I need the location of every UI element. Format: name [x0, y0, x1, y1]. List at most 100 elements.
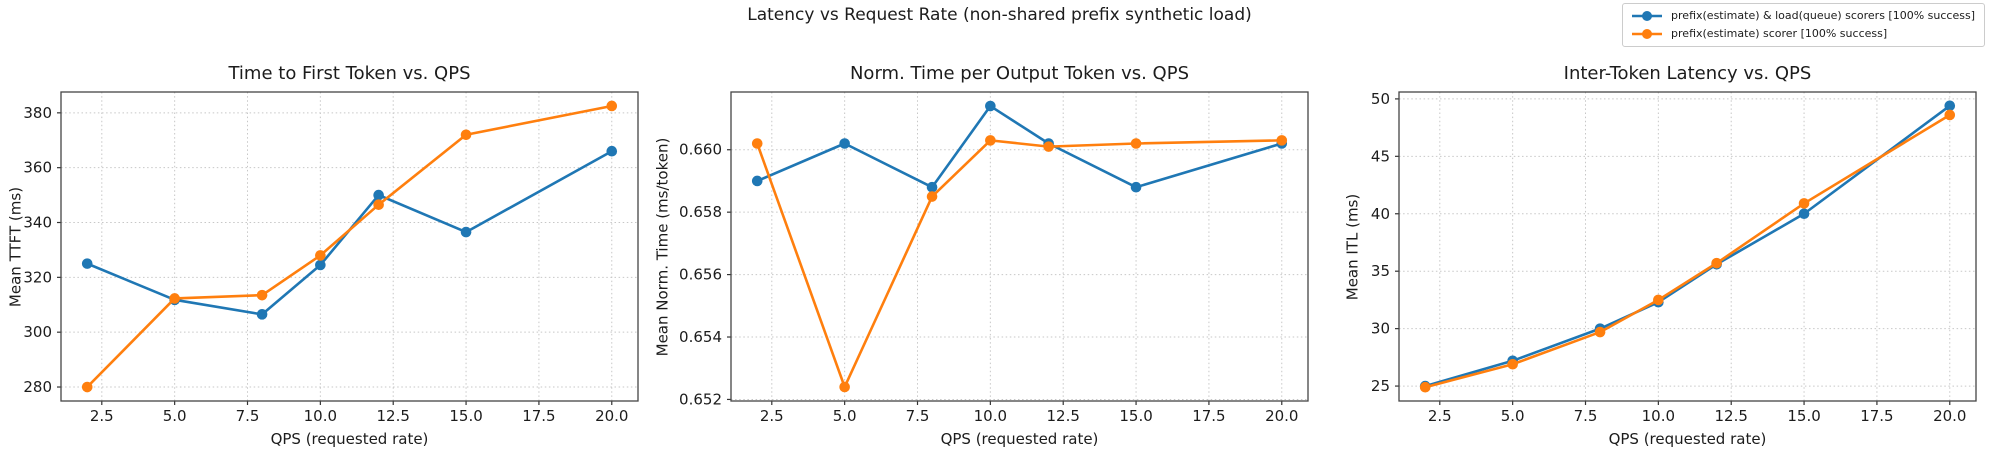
y-tick-label: 50 — [1371, 90, 1390, 108]
data-point-marker — [1130, 181, 1142, 193]
data-point-marker — [1798, 198, 1810, 209]
legend-entry: prefix(estimate) scorer [100% success] — [1630, 25, 1975, 42]
x-tick-label: 15.0 — [449, 407, 482, 425]
chart-title: Norm. Time per Output Token vs. QPS — [849, 63, 1190, 84]
x-tick-label: 10.0 — [304, 407, 337, 425]
x-tick-label: 5.0 — [163, 407, 187, 425]
plot-background — [731, 92, 1308, 401]
x-tick-label: 15.0 — [1119, 407, 1152, 425]
data-point-marker — [985, 135, 996, 146]
y-tick-label: 25 — [1371, 377, 1390, 395]
data-point-marker — [751, 138, 763, 149]
data-point-marker — [373, 199, 384, 210]
data-point-marker — [256, 289, 268, 301]
x-tick-label: 17.5 — [1192, 407, 1225, 425]
plot-border — [730, 91, 1309, 402]
data-point-marker — [1130, 138, 1142, 149]
x-tick-label: 12.5 — [1715, 407, 1748, 425]
figure-title: Latency vs Request Rate (non-shared pref… — [747, 5, 1252, 25]
data-point-marker — [606, 145, 618, 157]
x-axis-label: QPS (requested rate) — [1608, 430, 1767, 448]
plot-background — [61, 92, 638, 401]
x-tick-label: 7.5 — [236, 407, 260, 425]
x-tick-label: 17.5 — [522, 407, 555, 425]
ntpot-plot-area: 2.5 5.0 7.5 10.0 12.5 15.0 17.5 20.0 0.652 0.654 0… — [679, 91, 1309, 425]
x-tick-label: 2.5 — [760, 407, 784, 425]
x-tick-label: 7.5 — [1574, 407, 1598, 425]
y-tick-label: 300 — [23, 323, 52, 341]
x-axis-label: QPS (requested rate) — [940, 430, 1099, 448]
itl-plot-area: 2.5 5.0 7.5 10.0 12.5 15.0 17.5 20.0 25 30 35 40 45 5… — [1371, 90, 1977, 425]
y-axis-label: Mean Norm. Time (ms/token) — [653, 137, 672, 357]
y-tick-label: 340 — [23, 214, 52, 232]
chart-itl-vs-qps: Inter-Token Latency vs. QPS Mean ITL (ms… — [1338, 50, 1998, 458]
data-point-marker — [256, 309, 268, 320]
plot-border — [60, 91, 639, 402]
y-tick-label: 0.658 — [679, 203, 722, 221]
data-point-marker — [460, 226, 472, 238]
ttft-plot-area: 2.5 5.0 7.5 10.0 12.5 15.0 17.5 20.0 280 300 320 34… — [23, 91, 639, 425]
y-axis-label: Mean ITL (ms) — [1343, 193, 1362, 301]
data-point-marker — [1798, 208, 1810, 220]
data-point-marker — [606, 100, 618, 112]
x-tick-label: 20.0 — [595, 407, 628, 425]
chart-ntpot-vs-qps: Norm. Time per Output Token vs. QPS Mean… — [654, 50, 1330, 458]
x-tick-label: 5.0 — [833, 407, 857, 425]
x-axis-label: QPS (requested rate) — [270, 430, 429, 448]
data-point-marker — [926, 191, 938, 202]
x-tick-label: 15.0 — [1787, 407, 1820, 425]
y-tick-label: 0.656 — [679, 266, 722, 284]
y-tick-label: 0.660 — [679, 141, 722, 159]
x-tick-label: 12.5 — [1047, 407, 1080, 425]
x-tick-label: 5.0 — [1501, 407, 1525, 425]
y-tick-label: 0.654 — [679, 328, 722, 346]
data-point-marker — [1419, 381, 1431, 393]
data-point-marker — [315, 259, 326, 271]
data-point-marker — [81, 381, 93, 393]
data-point-marker — [751, 175, 763, 187]
y-tick-label: 45 — [1371, 147, 1390, 165]
chart-title: Inter-Token Latency vs. QPS — [1563, 63, 1812, 84]
chart-ttft-vs-qps: Time to First Token vs. QPS Mean TTFT (m… — [0, 50, 660, 458]
x-tick-label: 10.0 — [974, 407, 1007, 425]
data-point-marker — [1944, 109, 1956, 121]
data-point-marker — [1944, 100, 1956, 112]
x-tick-label: 12.5 — [377, 407, 410, 425]
chart-title: Time to First Token vs. QPS — [228, 63, 471, 84]
x-tick-label: 7.5 — [906, 407, 930, 425]
data-point-marker — [985, 100, 996, 112]
y-tick-label: 320 — [23, 268, 52, 286]
y-tick-label: 35 — [1371, 262, 1390, 280]
x-tick-label: 20.0 — [1933, 407, 1966, 425]
data-point-marker — [839, 138, 850, 149]
data-point-marker — [1276, 135, 1288, 146]
legend-line-marker-icon — [1632, 10, 1663, 21]
y-axis-label: Mean TTFT (ms) — [6, 186, 25, 308]
y-tick-label: 280 — [23, 378, 52, 396]
x-tick-label: 2.5 — [90, 407, 114, 425]
data-point-marker — [839, 381, 850, 393]
legend-entry-label: prefix(estimate) scorer [100% success] — [1671, 27, 1888, 40]
legend: prefix(estimate) & load(queue) scorers [… — [1622, 3, 1985, 47]
y-tick-label: 380 — [23, 104, 52, 122]
data-point-marker — [169, 293, 180, 304]
plot-background — [1399, 92, 1976, 401]
data-point-marker — [1043, 141, 1054, 152]
x-tick-label: 17.5 — [1860, 407, 1893, 425]
y-tick-label: 0.652 — [679, 390, 722, 408]
data-point-marker — [81, 258, 93, 269]
data-point-marker — [315, 250, 326, 261]
data-point-marker — [1711, 257, 1722, 269]
y-tick-label: 40 — [1371, 205, 1390, 223]
data-point-marker — [1594, 326, 1606, 338]
x-tick-label: 10.0 — [1642, 407, 1675, 425]
data-point-marker — [1653, 294, 1664, 306]
data-point-marker — [926, 181, 938, 193]
data-point-marker — [460, 129, 472, 141]
y-tick-label: 30 — [1371, 320, 1390, 338]
data-point-marker — [1507, 358, 1518, 370]
plot-border — [1398, 91, 1977, 402]
legend-entry: prefix(estimate) & load(queue) scorers [… — [1630, 7, 1975, 24]
y-tick-label: 360 — [23, 159, 52, 177]
legend-entry-label: prefix(estimate) & load(queue) scorers [… — [1671, 9, 1975, 22]
